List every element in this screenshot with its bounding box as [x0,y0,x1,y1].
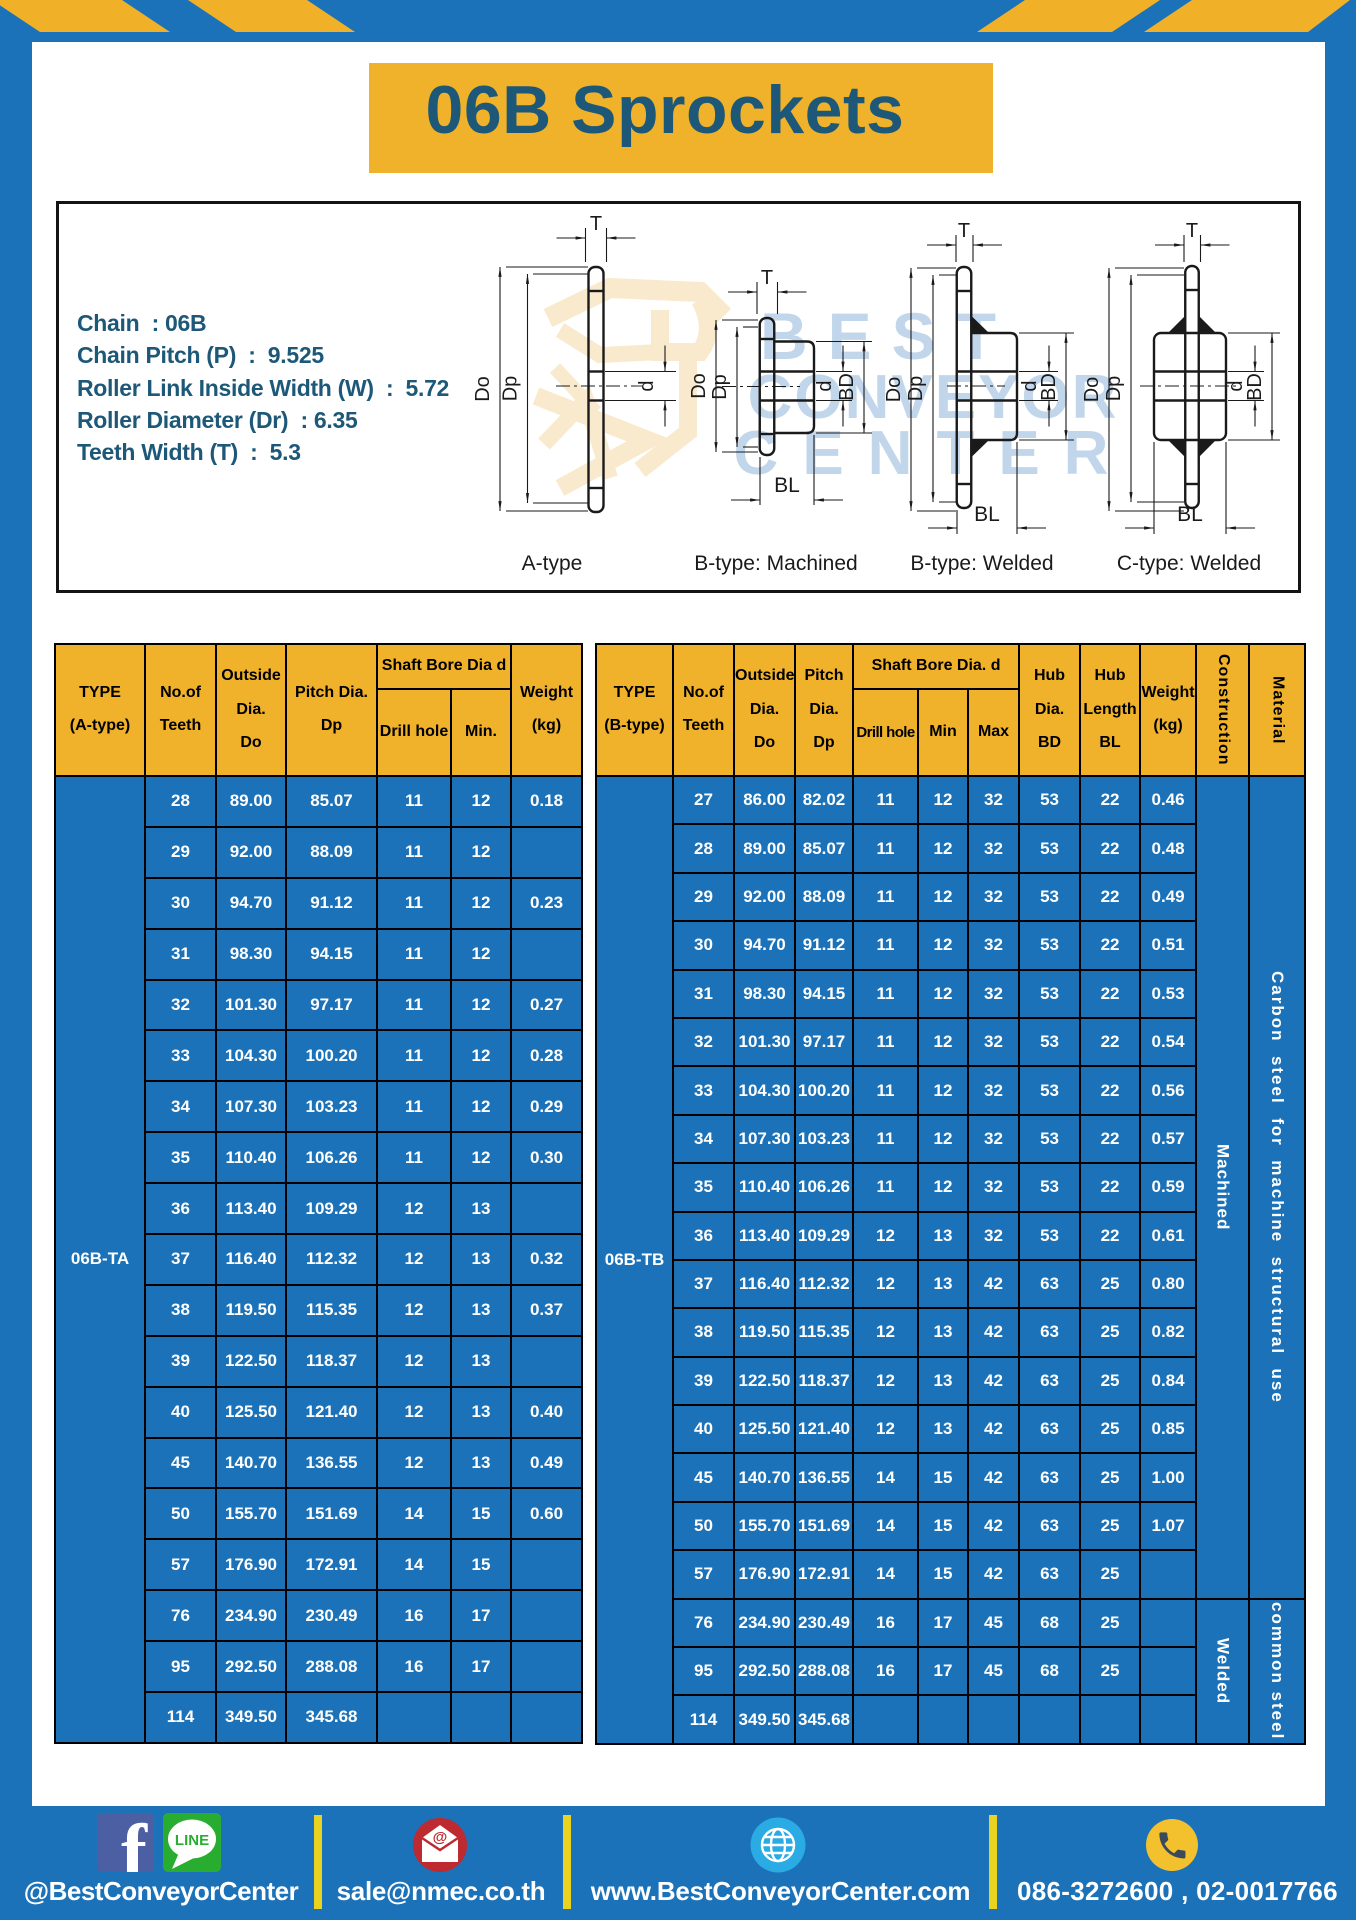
svg-text:BL: BL [1177,503,1203,526]
svg-text:T: T [958,220,970,242]
svg-text:BD: BD [1244,373,1266,401]
svg-text:d: d [814,380,836,391]
svg-text:Do: Do [688,373,710,399]
svg-text:BL: BL [774,474,800,497]
svg-text:d: d [1225,380,1247,391]
svg-text:B-type: Welded: B-type: Welded [910,552,1053,575]
svg-text:Do: Do [883,377,905,403]
svg-text:T: T [1186,220,1198,242]
svg-text:f: f [121,1808,148,1895]
svg-text:d: d [636,380,658,391]
svg-text:Dp: Dp [500,376,522,402]
svg-text:Dp: Dp [1103,376,1125,402]
svg-text:BD: BD [1038,373,1060,401]
svg-text:A-type: A-type [522,552,583,575]
svg-text:T: T [761,267,773,289]
svg-text:Dp: Dp [709,374,731,400]
svg-text:B-type: Machined: B-type: Machined [694,552,857,575]
svg-text:LINE: LINE [175,1832,209,1849]
svg-text:d: d [1019,380,1041,391]
svg-text:BL: BL [974,503,1000,526]
svg-text:Dp: Dp [905,376,927,402]
svg-text:Do: Do [472,376,494,402]
svg-text:CENTER: CENTER [734,419,1133,488]
svg-text:BEST: BEST [760,299,1016,373]
svg-text:Do: Do [1081,377,1103,403]
svg-text:BD: BD [836,373,858,401]
svg-text:C-type: Welded: C-type: Welded [1117,552,1261,575]
svg-text:T: T [590,213,602,235]
svg-text:@: @ [433,1829,448,1846]
svg-text:CONVEYOR: CONVEYOR [748,363,1119,432]
